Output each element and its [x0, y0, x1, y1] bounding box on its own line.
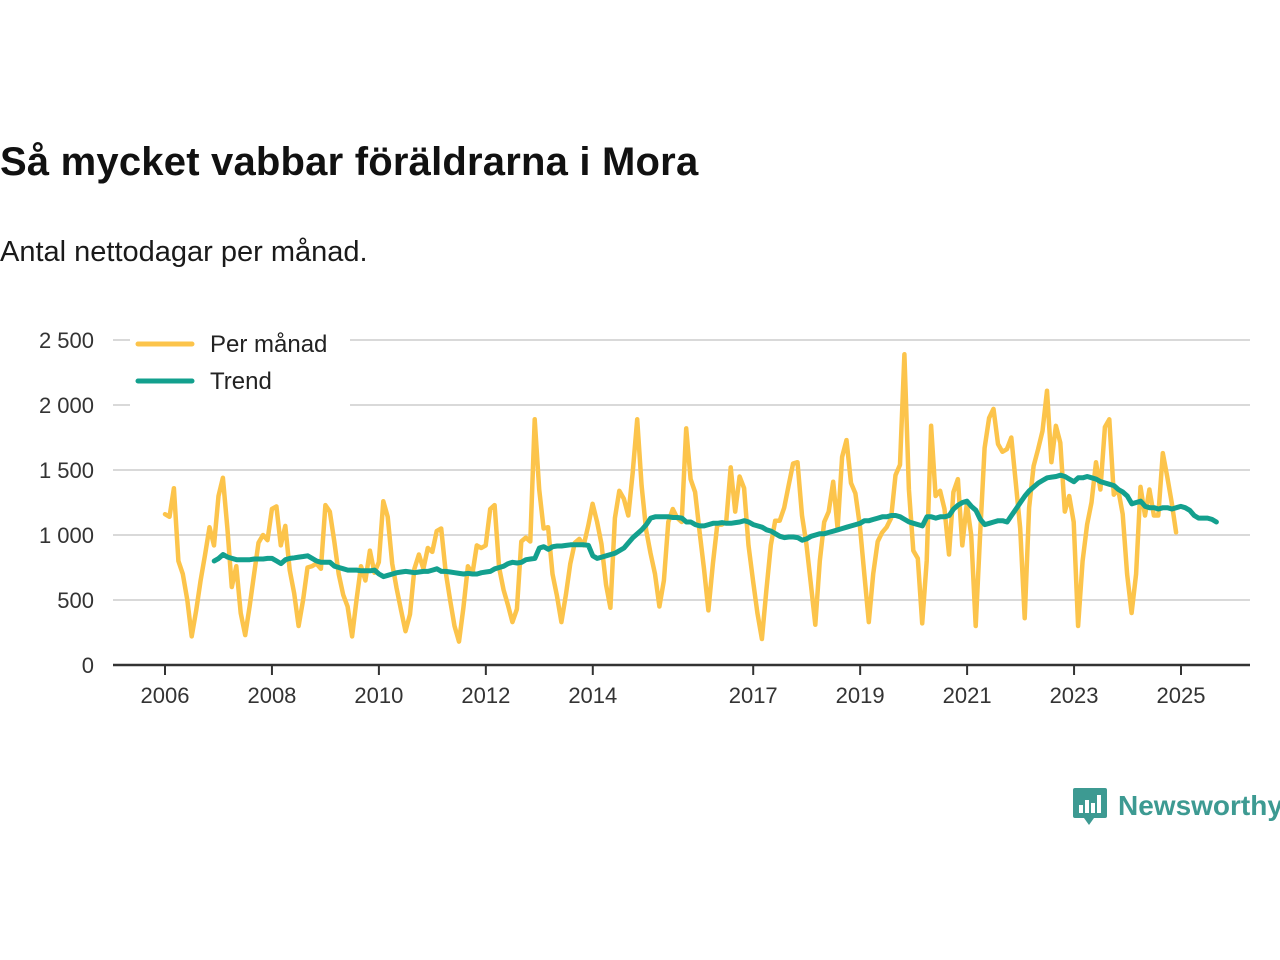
- x-tick-label: 2006: [141, 683, 190, 708]
- y-tick-label: 1 000: [39, 523, 94, 548]
- y-tick-label: 2 000: [39, 393, 94, 418]
- x-tick-label: 2008: [247, 683, 296, 708]
- brand-name: Newsworthy: [1118, 790, 1280, 821]
- brand-logo: Newsworthy: [1072, 786, 1280, 826]
- y-tick-label: 500: [57, 588, 94, 613]
- legend-label-per-manad: Per månad: [210, 331, 327, 358]
- chart-title: Så mycket vabbar föräldrarna i Mora: [0, 140, 699, 184]
- legend-background: [130, 322, 350, 406]
- x-tick-label: 2017: [729, 683, 778, 708]
- x-tick-label: 2021: [943, 683, 992, 708]
- legend-label-trend: Trend: [210, 368, 272, 395]
- y-tick-label: 2 500: [39, 328, 94, 353]
- x-axis: 2006 2008 2010 2012 2014 2017 2019 2021 2023 2025: [113, 663, 1250, 708]
- x-tick-label: 2019: [836, 683, 885, 708]
- series-line-trend: [211, 472, 1219, 580]
- x-tick-label: 2025: [1157, 683, 1206, 708]
- chart-subtitle: Antal nettodagar per månad.: [0, 236, 368, 268]
- legend: Per månad Trend: [130, 322, 350, 406]
- line-chart: 0 500 1 000 1 500 2 000 2 500 2006 2008 2010 201…: [38, 322, 1250, 708]
- x-tick-label: 2023: [1050, 683, 1099, 708]
- x-tick-label: 2012: [461, 683, 510, 708]
- series-lines: [162, 352, 1219, 644]
- x-tick-label: 2010: [354, 683, 403, 708]
- y-tick-label: 1 500: [39, 458, 94, 483]
- bar-chart-speech-bubble-icon: [1073, 788, 1107, 825]
- y-tick-label: 0: [82, 653, 94, 678]
- y-axis-ticks: 0 500 1 000 1 500 2 000 2 500: [39, 328, 94, 678]
- x-tick-label: 2014: [568, 683, 617, 708]
